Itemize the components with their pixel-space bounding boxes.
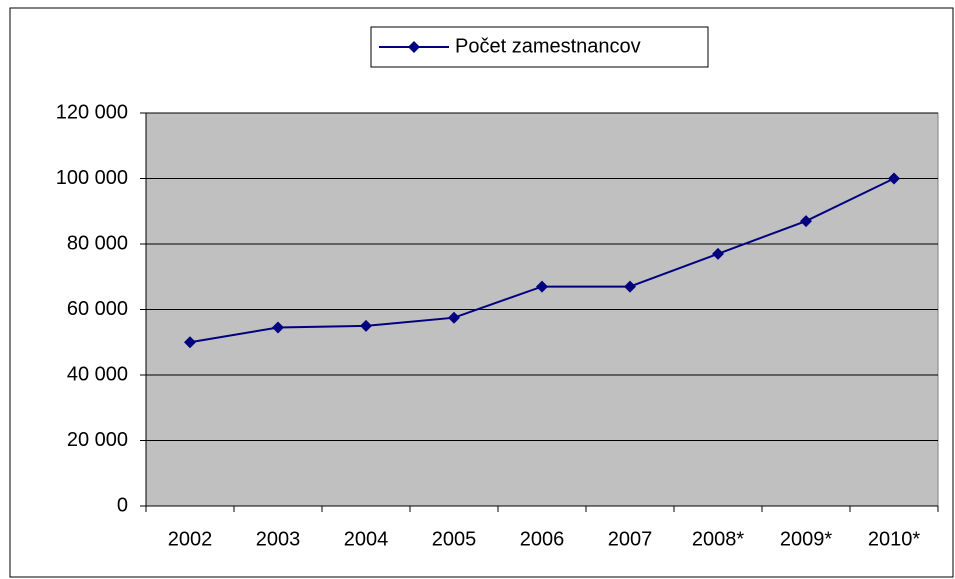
data-point (448, 311, 460, 324)
data-point (536, 280, 548, 293)
data-point (272, 321, 284, 334)
x-tick-label: 2004 (344, 528, 389, 550)
x-tick-label: 2007 (608, 528, 653, 550)
y-tick-label: 40 000 (67, 363, 128, 385)
x-tick-label: 2010* (868, 528, 920, 550)
x-tick-label: 2006 (520, 528, 565, 550)
x-tick-label: 2009* (780, 528, 832, 550)
data-point (888, 172, 900, 185)
data-point (184, 336, 196, 349)
legend-marker (408, 41, 420, 53)
data-point (712, 247, 724, 260)
y-tick-label: 0 (117, 494, 128, 516)
y-tick-label: 60 000 (67, 298, 128, 320)
y-tick-label: 80 000 (67, 232, 128, 254)
data-point (800, 215, 812, 228)
legend-label: Počet zamestnancov (455, 35, 641, 57)
y-tick-label: 100 000 (56, 167, 128, 189)
x-tick-label: 2003 (256, 528, 301, 550)
data-point (360, 319, 372, 332)
x-tick-label: 2005 (432, 528, 477, 550)
data-point (624, 280, 636, 293)
x-tick-label: 2002 (168, 528, 213, 550)
x-tick-label: 2008* (692, 528, 744, 550)
y-tick-label: 120 000 (56, 101, 128, 123)
y-tick-label: 20 000 (67, 429, 128, 451)
